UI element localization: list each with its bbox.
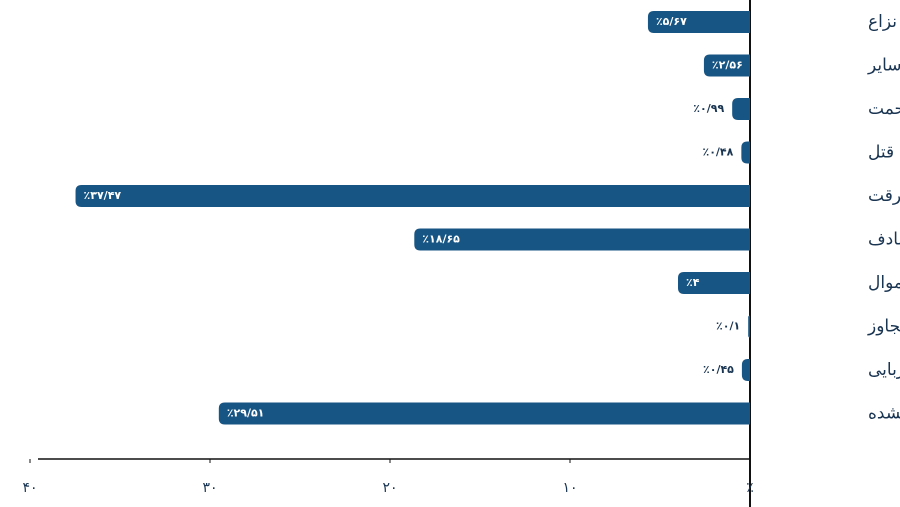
bar <box>218 402 750 425</box>
value-label: ٪۰/۹۹ <box>693 102 724 115</box>
value-label: ٪۵/۶۷ <box>656 15 687 28</box>
bar <box>678 272 750 294</box>
category-label: ثبت نشده <box>868 404 900 424</box>
x-tick-label: ۴۰ <box>22 480 37 496</box>
value-label: ٪۲/۵۶ <box>712 59 743 72</box>
category-label: قتل <box>868 143 894 163</box>
category-label: آدم ربایی <box>868 358 900 380</box>
bar <box>741 141 750 164</box>
bar <box>414 228 750 251</box>
x-tick-label: ۲۰ <box>382 480 397 496</box>
x-tick-label: ٪ <box>746 480 754 496</box>
category-label: تصادف <box>868 230 900 250</box>
category-label: مزاحمت <box>868 99 900 119</box>
category-label: تجاوز <box>867 317 900 337</box>
value-label: ٪۰/۱ <box>716 320 740 333</box>
bar <box>75 185 751 207</box>
category-label: تخریب اموال <box>868 273 900 293</box>
bar <box>732 98 750 120</box>
value-label: ٪۳۷/۴۷ <box>84 189 122 202</box>
category-label: سایر <box>867 56 900 76</box>
value-label: ٪۰/۴۵ <box>703 363 734 376</box>
bar <box>703 54 750 77</box>
category-label: نزاع <box>868 12 897 32</box>
value-label: ٪۱۸/۶۵ <box>422 233 460 246</box>
category-label: سرقت <box>868 186 900 206</box>
value-label: ٪۰/۴۸ <box>702 146 733 159</box>
value-label: ٪۲۹/۵۱ <box>227 407 265 420</box>
bar <box>741 359 750 381</box>
x-tick-label: ۳۰ <box>202 480 217 496</box>
bar <box>647 11 750 33</box>
value-label: ٪۴ <box>686 276 700 289</box>
bar <box>748 315 750 338</box>
x-tick-label: ۱۰ <box>562 480 577 496</box>
